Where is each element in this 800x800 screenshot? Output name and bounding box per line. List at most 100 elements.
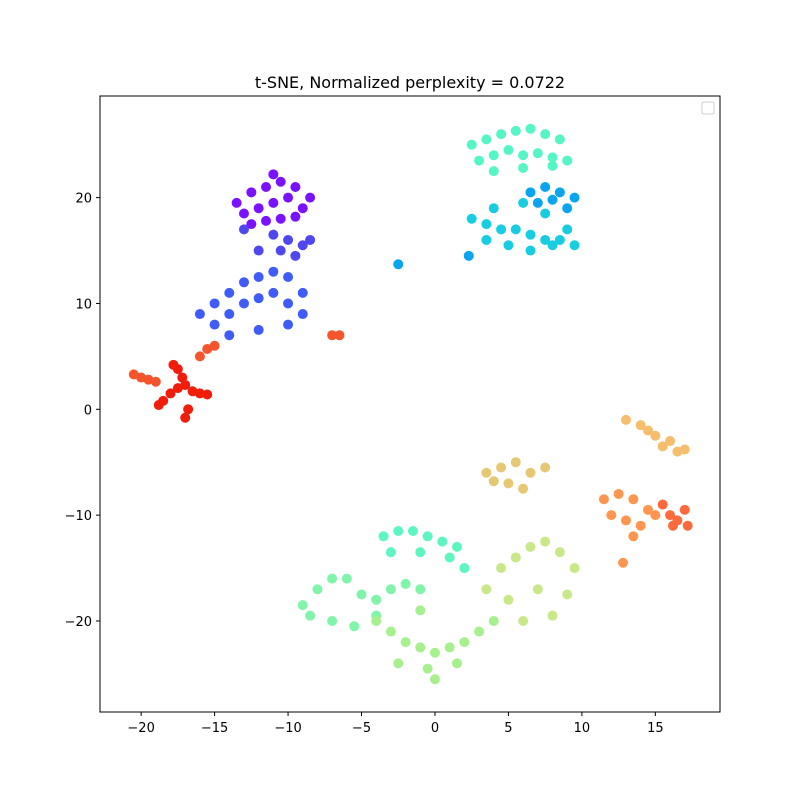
point	[283, 192, 294, 203]
point	[554, 134, 565, 145]
point	[562, 224, 573, 235]
point	[385, 626, 396, 637]
point	[525, 541, 536, 552]
point	[194, 309, 205, 320]
point	[356, 589, 367, 600]
point	[246, 219, 257, 230]
point	[540, 129, 551, 140]
point	[620, 515, 631, 526]
point	[682, 520, 693, 531]
point	[283, 234, 294, 245]
point	[613, 488, 624, 499]
point	[518, 615, 529, 626]
point	[268, 197, 279, 208]
point	[268, 229, 279, 240]
x-tick-label: −10	[274, 721, 301, 736]
point	[628, 531, 639, 542]
point	[510, 457, 521, 468]
point	[378, 531, 389, 542]
point	[429, 674, 440, 685]
point	[297, 600, 308, 611]
point	[496, 462, 507, 473]
point	[415, 547, 426, 558]
point	[385, 547, 396, 558]
x-tick-label: −20	[127, 721, 154, 736]
point	[488, 150, 499, 161]
point	[238, 298, 249, 309]
point	[650, 430, 661, 441]
point	[275, 176, 286, 187]
point	[231, 197, 242, 208]
point	[628, 494, 639, 505]
point	[290, 211, 301, 222]
point	[168, 359, 179, 370]
point	[532, 197, 543, 208]
point	[290, 182, 301, 193]
x-tick-label: 0	[431, 721, 439, 736]
point	[437, 536, 448, 547]
point	[481, 584, 492, 595]
point	[246, 187, 257, 198]
point	[297, 287, 308, 298]
point	[650, 510, 661, 521]
point	[643, 504, 654, 515]
point	[253, 245, 264, 256]
point	[371, 615, 382, 626]
point	[635, 420, 646, 431]
point	[569, 563, 580, 574]
point	[194, 388, 205, 399]
point	[598, 494, 609, 505]
point	[518, 162, 529, 173]
point	[540, 182, 551, 193]
point	[569, 240, 580, 251]
y-tick-label: 20	[75, 192, 92, 207]
point	[415, 605, 426, 616]
y-tick-label: −10	[65, 509, 92, 524]
point	[463, 250, 474, 261]
point	[481, 234, 492, 245]
point	[371, 594, 382, 605]
point	[297, 309, 308, 320]
point	[253, 271, 264, 282]
point	[606, 510, 617, 521]
point	[385, 584, 396, 595]
y-tick-label: 10	[75, 297, 92, 312]
point	[275, 245, 286, 256]
point	[532, 148, 543, 159]
point	[393, 526, 404, 537]
point	[488, 615, 499, 626]
point	[290, 250, 301, 261]
y-tick-label: −20	[65, 615, 92, 630]
point	[444, 552, 455, 563]
point	[209, 319, 220, 330]
point	[253, 293, 264, 304]
point	[312, 584, 323, 595]
point	[466, 213, 477, 224]
point	[253, 324, 264, 335]
point	[393, 259, 404, 270]
point	[415, 584, 426, 595]
point	[452, 658, 463, 669]
point	[488, 203, 499, 214]
point	[459, 637, 470, 648]
point	[305, 192, 316, 203]
point	[547, 152, 558, 163]
point	[554, 547, 565, 558]
point	[327, 573, 338, 584]
point	[657, 441, 668, 452]
point	[429, 647, 440, 658]
point	[452, 541, 463, 552]
point	[481, 219, 492, 230]
point	[540, 536, 551, 547]
point	[183, 404, 194, 415]
point	[327, 330, 338, 341]
point	[518, 483, 529, 494]
point	[268, 266, 279, 277]
point	[503, 594, 514, 605]
chart-title: t-SNE, Normalized perplexity = 0.0722	[255, 73, 565, 92]
point	[496, 224, 507, 235]
point	[400, 578, 411, 589]
point	[261, 182, 272, 193]
point	[422, 531, 433, 542]
